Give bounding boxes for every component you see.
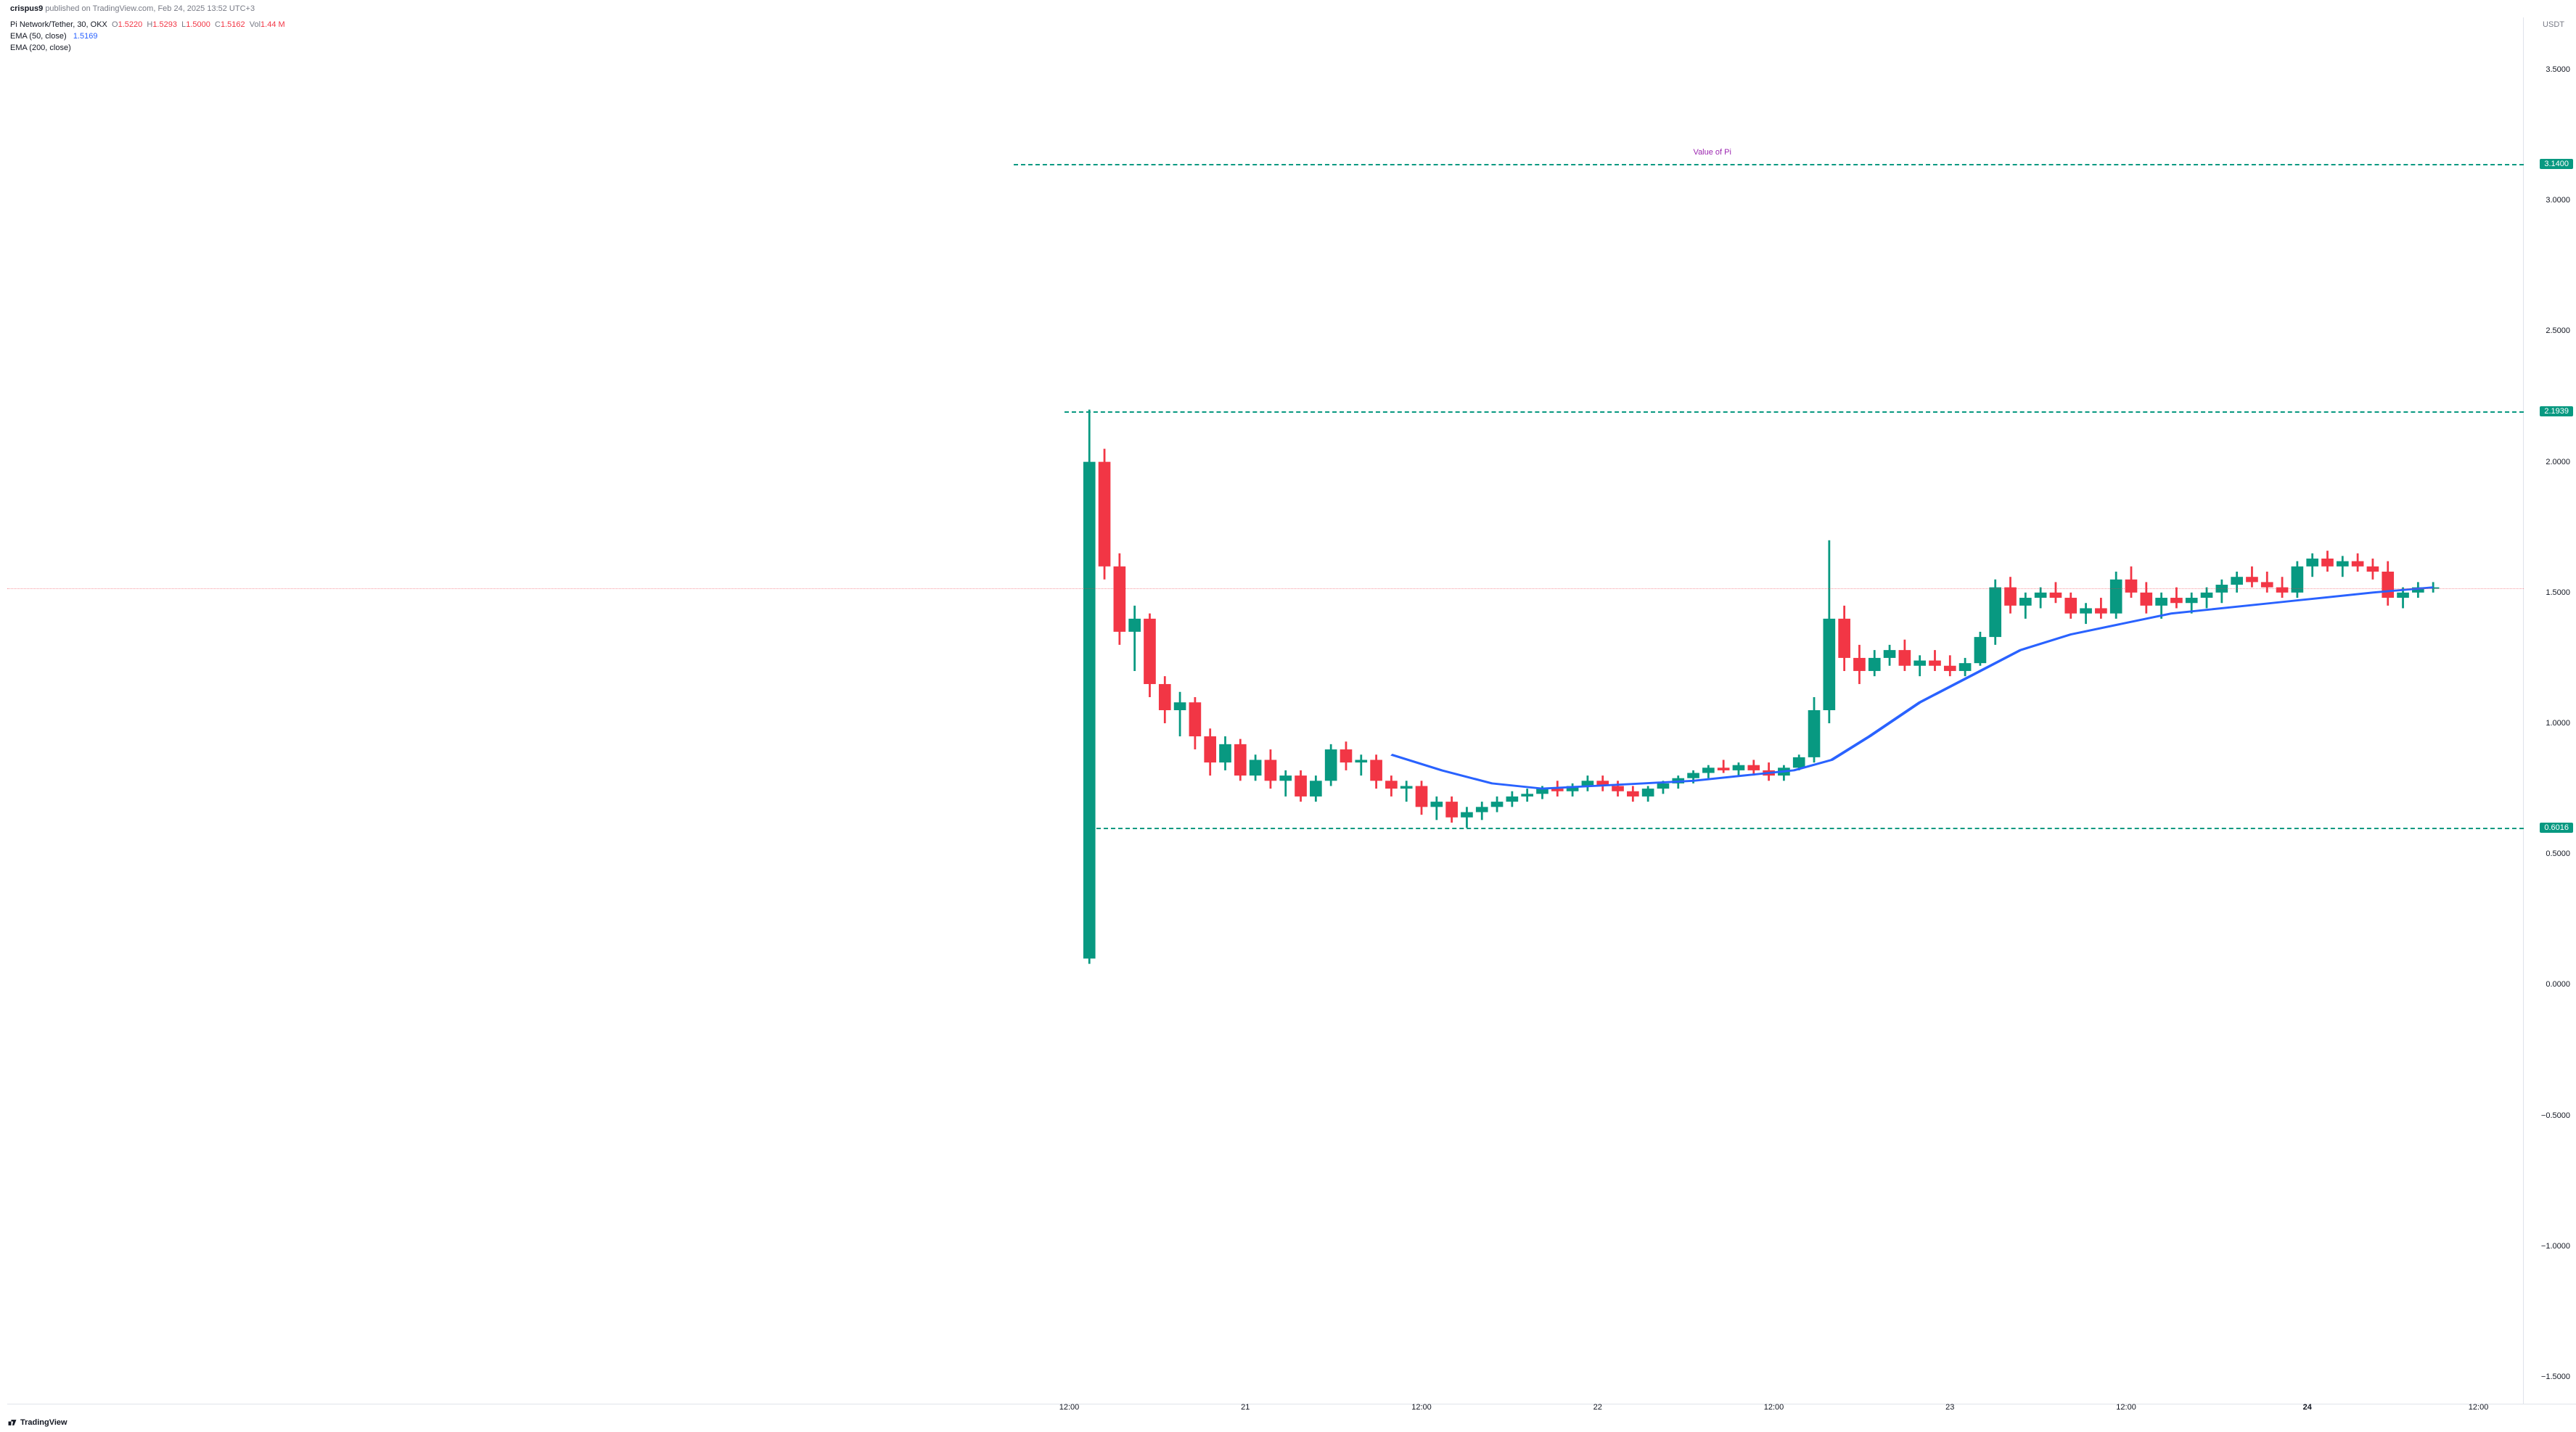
site-name: TradingView.com [93, 4, 154, 13]
y-tick-label: 2.5000 [2546, 326, 2570, 335]
tradingview-icon [7, 1417, 17, 1428]
y-tick-label: 3.5000 [2546, 65, 2570, 74]
x-tick-label: 24 [2303, 1403, 2312, 1412]
y-tick-label: −0.5000 [2541, 1111, 2570, 1120]
x-axis[interactable]: 12:00 21 12:00 22 12:00 23 12:00 24 12:00 [7, 1403, 2524, 1417]
price-level-badge: 3.1400 [2540, 159, 2573, 169]
publish-date: Feb 24, 2025 13:52 UTC+3 [157, 4, 255, 13]
x-tick-label: 12:00 [1059, 1403, 1080, 1412]
footer-label: TradingView [20, 1418, 67, 1427]
price-level-badge: 2.1939 [2540, 406, 2573, 416]
y-tick-label: 2.0000 [2546, 458, 2570, 466]
y-tick-label: −1.0000 [2541, 1242, 2570, 1251]
horizontal-price-line[interactable] [1014, 164, 2524, 165]
y-axis[interactable]: 3.5000 3.0000 2.5000 2.0000 1.5000 1.0000 0.50… [2524, 17, 2576, 1403]
chart-annotation[interactable]: Value of Pi [1694, 148, 1731, 157]
current-price-line [7, 588, 2524, 589]
x-tick-label: 12:00 [2116, 1403, 2136, 1412]
chart-container: crispus9 published on TradingView.com, F… [0, 0, 2576, 1432]
y-tick-label: 1.5000 [2546, 588, 2570, 597]
chart-plot-area[interactable]: Value of Pi [7, 17, 2524, 1403]
price-level-badge: 0.6016 [2540, 823, 2573, 833]
y-tick-label: 0.0000 [2546, 980, 2570, 989]
horizontal-price-line[interactable] [1065, 411, 2524, 413]
y-tick-label: 0.5000 [2546, 849, 2570, 858]
y-tick-label: −1.5000 [2541, 1373, 2570, 1381]
x-tick-label: 22 [1593, 1403, 1602, 1412]
publisher-name: crispus9 [10, 4, 43, 13]
x-tick-label: 12:00 [1411, 1403, 1432, 1412]
x-tick-label: 21 [1241, 1403, 1250, 1412]
published-text: published on [45, 4, 90, 13]
x-tick-label: 12:00 [2469, 1403, 2489, 1412]
chart-svg [7, 17, 2524, 1403]
tradingview-logo: TradingView [7, 1417, 67, 1428]
publish-header: crispus9 published on TradingView.com, F… [10, 4, 255, 13]
y-tick-label: 3.0000 [2546, 196, 2570, 205]
x-tick-label: 12:00 [1764, 1403, 1784, 1412]
x-tick-label: 23 [1945, 1403, 1954, 1412]
y-tick-label: 1.0000 [2546, 719, 2570, 728]
horizontal-price-line[interactable] [1089, 828, 2524, 829]
